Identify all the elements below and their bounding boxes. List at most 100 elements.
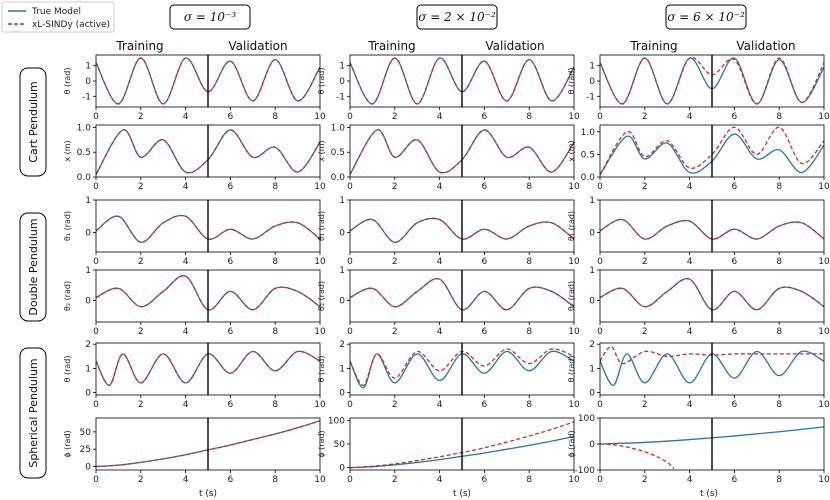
y-tick-label: 0: [85, 389, 91, 399]
x-tick-label: 4: [437, 257, 443, 267]
y-tick-label: 1: [589, 266, 595, 276]
x-tick-label: 8: [272, 182, 278, 192]
x-tick-label: 0: [597, 327, 603, 337]
series-line-xl-sindy: [96, 57, 320, 105]
x-tick-label: 6: [482, 475, 488, 485]
x-tick-label: 8: [272, 400, 278, 410]
x-tick-label: 4: [687, 257, 693, 267]
x-tick-label: 2: [392, 475, 398, 485]
axes-frame: [349, 124, 575, 178]
series-line-xl-sindy: [350, 57, 574, 105]
x-tick-label: 10: [818, 182, 830, 192]
x-tick-label: 10: [818, 327, 830, 337]
panel: 0 2 4 6 8 100.00.51.0x (m): [63, 123, 326, 192]
x-tick-label: 10: [314, 112, 326, 122]
y-axis-label: θ (rad): [317, 68, 326, 95]
y-tick-label: -1: [586, 92, 595, 102]
y-tick-label: 2: [85, 340, 91, 350]
y-tick-label: 1: [85, 266, 91, 276]
y-tick-label: 50: [80, 428, 92, 438]
x-tick-label: 4: [687, 400, 693, 410]
y-tick-label: 0: [85, 77, 91, 87]
x-tick-label: 8: [526, 182, 532, 192]
x-tick-label: 10: [568, 257, 580, 267]
y-axis-label: θ₁ (rad): [567, 211, 576, 241]
y-tick-label: 25: [80, 445, 91, 455]
x-tick-label: 4: [437, 400, 443, 410]
y-tick-label: 0.0: [77, 173, 92, 183]
y-tick-label: 1: [339, 266, 345, 276]
panel: 0 2 4 6 8 10 0 1 2 θ (rad): [317, 340, 580, 410]
x-tick-label: 6: [732, 400, 738, 410]
x-tick-label: 2: [642, 182, 648, 192]
series-line-xl-sindy: [96, 350, 320, 386]
x-tick-label: 4: [183, 112, 189, 122]
x-axis-label: t (s): [453, 489, 471, 499]
x-tick-label: 0: [347, 400, 353, 410]
x-tick-label: 6: [228, 112, 234, 122]
y-tick-label: 1: [85, 62, 91, 72]
y-tick-label: 1: [339, 62, 345, 72]
y-tick-label: 0: [339, 77, 345, 87]
sigma-box: [169, 4, 251, 30]
x-tick-label: 10: [568, 182, 580, 192]
phase-label-training: Training: [367, 39, 415, 53]
x-tick-label: 0: [93, 257, 99, 267]
x-tick-label: 0: [597, 475, 603, 485]
x-tick-label: 2: [642, 257, 648, 267]
y-tick-label: 1.0: [77, 123, 92, 133]
x-tick-label: 0: [93, 182, 99, 192]
phase-label-validation: Validation: [228, 39, 287, 53]
y-tick-label: 0: [589, 389, 595, 399]
y-tick-label: 0: [589, 229, 595, 239]
y-axis-label: θ₁ (rad): [63, 211, 72, 241]
x-tick-label: 0: [347, 257, 353, 267]
row-label-text: Spherical Pendulum: [27, 358, 40, 467]
x-tick-label: 2: [392, 182, 398, 192]
y-axis-label: θ (rad): [567, 356, 576, 383]
x-tick-label: 4: [437, 475, 443, 485]
sigma-header-col-2: σ = 6 × 10⁻²: [665, 4, 747, 30]
axes-frame: [349, 342, 575, 396]
x-tick-label: 8: [272, 327, 278, 337]
row-label-text: Double Pendulum: [27, 218, 40, 315]
row-label-double-pendulum: Double Pendulum: [19, 212, 47, 322]
y-axis-label: ϕ (rad): [63, 430, 72, 457]
series-line-xl-sindy: [600, 443, 675, 470]
x-tick-label: 8: [776, 112, 782, 122]
y-tick-label: 1: [589, 196, 595, 206]
panel: 0 2 4 6 8 100.00.51.0x (m): [567, 124, 830, 192]
panel: 0 2 4 6 8 10 0 1 θ₁ (rad): [63, 196, 326, 267]
x-tick-label: 10: [314, 475, 326, 485]
axes-frame: [599, 342, 825, 396]
panel: 0 2 4 6 8 100.00.51.0x (m): [317, 123, 580, 192]
y-axis-label: θ₂ (rad): [567, 281, 576, 311]
x-tick-label: 0: [597, 182, 603, 192]
x-tick-label: 2: [642, 475, 648, 485]
x-tick-label: 8: [526, 327, 532, 337]
x-tick-label: 8: [526, 475, 532, 485]
x-tick-label: 6: [732, 182, 738, 192]
y-tick-label: 1: [339, 196, 345, 206]
x-tick-label: 6: [228, 475, 234, 485]
x-tick-label: 8: [776, 475, 782, 485]
x-tick-label: 10: [314, 257, 326, 267]
row-label-box: [19, 347, 47, 479]
row-label-box: [19, 67, 47, 177]
x-tick-label: 2: [138, 112, 144, 122]
x-tick-label: 6: [482, 257, 488, 267]
x-tick-label: 0: [93, 400, 99, 410]
axes-frame: [599, 124, 825, 178]
y-tick-label: 0: [85, 297, 91, 307]
x-tick-label: 4: [183, 475, 189, 485]
y-axis-label: ϕ (rad): [317, 430, 326, 457]
x-tick-label: 0: [93, 327, 99, 337]
x-tick-label: 2: [642, 112, 648, 122]
y-tick-label: 0: [339, 297, 345, 307]
legend-label-xl-sindy: xL-SINDy (active): [32, 20, 110, 30]
